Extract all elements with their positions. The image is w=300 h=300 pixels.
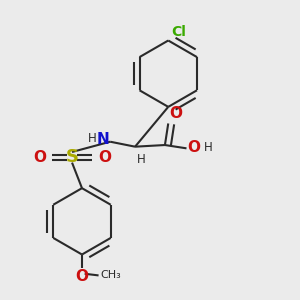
Text: H: H [137,153,146,166]
Text: H: H [88,132,97,145]
Text: H: H [204,141,212,154]
Text: S: S [65,148,79,166]
Text: O: O [33,150,46,165]
Text: O: O [187,140,200,155]
Text: Cl: Cl [172,25,186,39]
Text: CH₃: CH₃ [100,270,121,280]
Text: O: O [169,106,182,121]
Text: O: O [76,269,88,284]
Text: N: N [96,132,109,147]
Text: O: O [98,150,111,165]
